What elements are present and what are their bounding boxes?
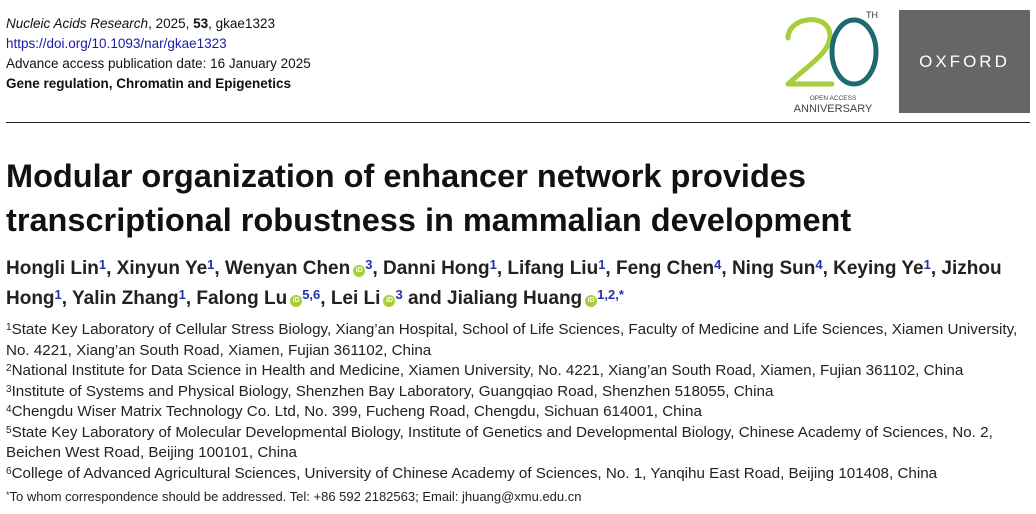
author-affiliation-ref[interactable]: 1 [207, 257, 215, 272]
logo-line1: OPEN ACCESS [810, 95, 857, 102]
logo-digit-zero [829, 17, 879, 87]
affiliation-number: 2 [6, 363, 12, 374]
author-separator: , [372, 258, 384, 279]
author-name[interactable]: Lei Li [330, 288, 381, 309]
affiliation: 6College of Advanced Agricultural Scienc… [6, 464, 1031, 485]
author-name[interactable]: Lifang Liu [507, 258, 599, 279]
author: Jialiang Huang iD 1,2,* [447, 288, 624, 309]
author-affiliation-ref[interactable]: 5,6 [302, 287, 321, 302]
author-affiliation-ref[interactable]: 4 [815, 257, 823, 272]
author-affiliation-ref[interactable]: 1,2,* [597, 287, 624, 302]
access-date: Advance access publication date: 16 Janu… [6, 56, 311, 71]
author-separator: and [402, 288, 448, 309]
author-separator: , [930, 258, 942, 279]
author-name[interactable]: Danni Hong [383, 258, 490, 279]
citation-year: , 2025, [148, 16, 194, 31]
author-separator: , [61, 288, 72, 309]
doi-link[interactable]: https://doi.org/10.1093/nar/gkae1323 [6, 36, 227, 51]
affiliation: 4Chengdu Wiser Matrix Technology Co. Ltd… [6, 402, 1031, 423]
title-line-1: Modular organization of enhancer network… [6, 158, 806, 194]
author: Danni Hong1 [383, 258, 497, 279]
affiliation-list: 1State Key Laboratory of Cellular Stress… [6, 320, 1031, 484]
author-name[interactable]: Keying Ye [833, 258, 924, 279]
author-affiliation-ref[interactable]: 1 [923, 257, 931, 272]
author-affiliation-ref[interactable]: 3 [395, 287, 403, 302]
section-label: Gene regulation, Chromatin and Epigeneti… [6, 76, 292, 91]
author-affiliation-ref[interactable]: 3 [365, 257, 373, 272]
orcid-icon[interactable]: iD [290, 295, 303, 307]
logo-digit-two [785, 17, 835, 87]
header-divider [6, 122, 1030, 123]
open-access-anniversary-logo: TH OPEN ACCESS ANNIVERSARY [785, 10, 879, 115]
author: Hongli Lin1 [6, 258, 106, 279]
author: Xinyun Ye1 [117, 258, 215, 279]
author: Lifang Liu1 [507, 258, 605, 279]
journal-volume: 53 [193, 16, 209, 31]
affiliation: 1State Key Laboratory of Cellular Stress… [6, 320, 1031, 361]
author-name[interactable]: Jialiang Huang [447, 288, 583, 309]
author-separator: , [605, 258, 616, 279]
author: Wenyan Chen iD 3 [225, 258, 373, 279]
logo-superscript: TH [866, 10, 878, 20]
correspondence-note: *To whom correspondence should be addres… [6, 488, 581, 506]
affiliation-text: College of Advanced Agricultural Science… [11, 464, 938, 482]
author-affiliation-ref[interactable]: 4 [714, 257, 722, 272]
article-meta: Nucleic Acids Research, 2025, 53, gkae13… [6, 14, 311, 94]
oxford-logo: OXFORD [899, 10, 1030, 113]
affiliation: 2National Institute for Data Science in … [6, 361, 1031, 382]
author: Ning Sun4 [732, 258, 823, 279]
correspondence-text: To whom correspondence should be address… [9, 489, 582, 504]
author: Yalin Zhang1 [72, 288, 186, 309]
affiliation: 3Institute of Systems and Physical Biolo… [6, 382, 1031, 403]
article-id: gkae1323 [215, 16, 275, 31]
logo-line2: ANNIVERSARY [794, 103, 873, 115]
author-affiliation-ref[interactable]: 1 [98, 257, 107, 272]
author-affiliation-ref[interactable]: 1 [54, 287, 62, 302]
citation-sep: , [208, 16, 216, 31]
affiliation-text: State Key Laboratory of Cellular Stress … [6, 321, 1018, 359]
author-separator: , [185, 288, 197, 309]
affiliation-text: National Institute for Data Science in H… [11, 362, 964, 379]
author-separator: , [214, 258, 225, 279]
author-name[interactable]: Wenyan Chen [224, 258, 351, 279]
affiliation-number: 6 [6, 465, 12, 477]
author-separator: , [106, 258, 117, 279]
author: Feng Chen4 [616, 258, 721, 279]
author-name[interactable]: Jizhou Hong [6, 258, 1002, 309]
affiliation-text: Chengdu Wiser Matrix Technology Co. Ltd,… [11, 403, 702, 420]
journal-citation: Nucleic Acids Research, 2025, 53, gkae13… [6, 14, 311, 34]
affiliation-number: 1 [6, 322, 12, 333]
author-list: Hongli Lin1, Xinyun Ye1, Wenyan Chen iD 3,… [6, 254, 1031, 314]
title-line-2: transcriptional robustness in mammalian … [6, 202, 852, 238]
author-separator: , [320, 288, 331, 309]
orcid-icon[interactable]: iD [383, 295, 396, 307]
orcid-icon[interactable]: iD [353, 265, 366, 277]
affiliation-text: Institute of Systems and Physical Biolog… [11, 382, 774, 400]
author-affiliation-ref[interactable]: 1 [489, 257, 497, 272]
author-name[interactable]: Falong Lu [196, 288, 288, 309]
author-separator: , [822, 258, 834, 279]
author-separator: , [721, 258, 732, 279]
author-name[interactable]: Yalin Zhang [72, 288, 179, 309]
affiliation-number: 3 [6, 383, 12, 395]
affiliation-number: 5 [6, 424, 12, 436]
correspondence-mark: * [6, 490, 10, 500]
orcid-icon[interactable]: iD [585, 295, 598, 307]
author-name[interactable]: Feng Chen [615, 258, 715, 279]
affiliation-text: State Key Laboratory of Molecular Develo… [6, 423, 993, 462]
author-affiliation-ref[interactable]: 1 [598, 257, 606, 272]
journal-name: Nucleic Acids Research [6, 16, 149, 31]
affiliation-number: 4 [6, 404, 12, 415]
author: Jizhou Hong1 [6, 258, 1002, 309]
author-separator: , [496, 258, 508, 279]
article-title: Modular organization of enhancer network… [6, 154, 1026, 242]
author: Lei Li iD 3 [331, 288, 403, 309]
author-name[interactable]: Ning Sun [731, 258, 816, 279]
affiliation: 5State Key Laboratory of Molecular Devel… [6, 423, 1031, 464]
author: Falong Lu iD 5,6 [196, 288, 320, 309]
author-name[interactable]: Xinyun Ye [116, 258, 208, 279]
author-affiliation-ref[interactable]: 1 [178, 287, 186, 302]
author-name[interactable]: Hongli Lin [6, 258, 99, 279]
author: Keying Ye1 [833, 258, 931, 279]
